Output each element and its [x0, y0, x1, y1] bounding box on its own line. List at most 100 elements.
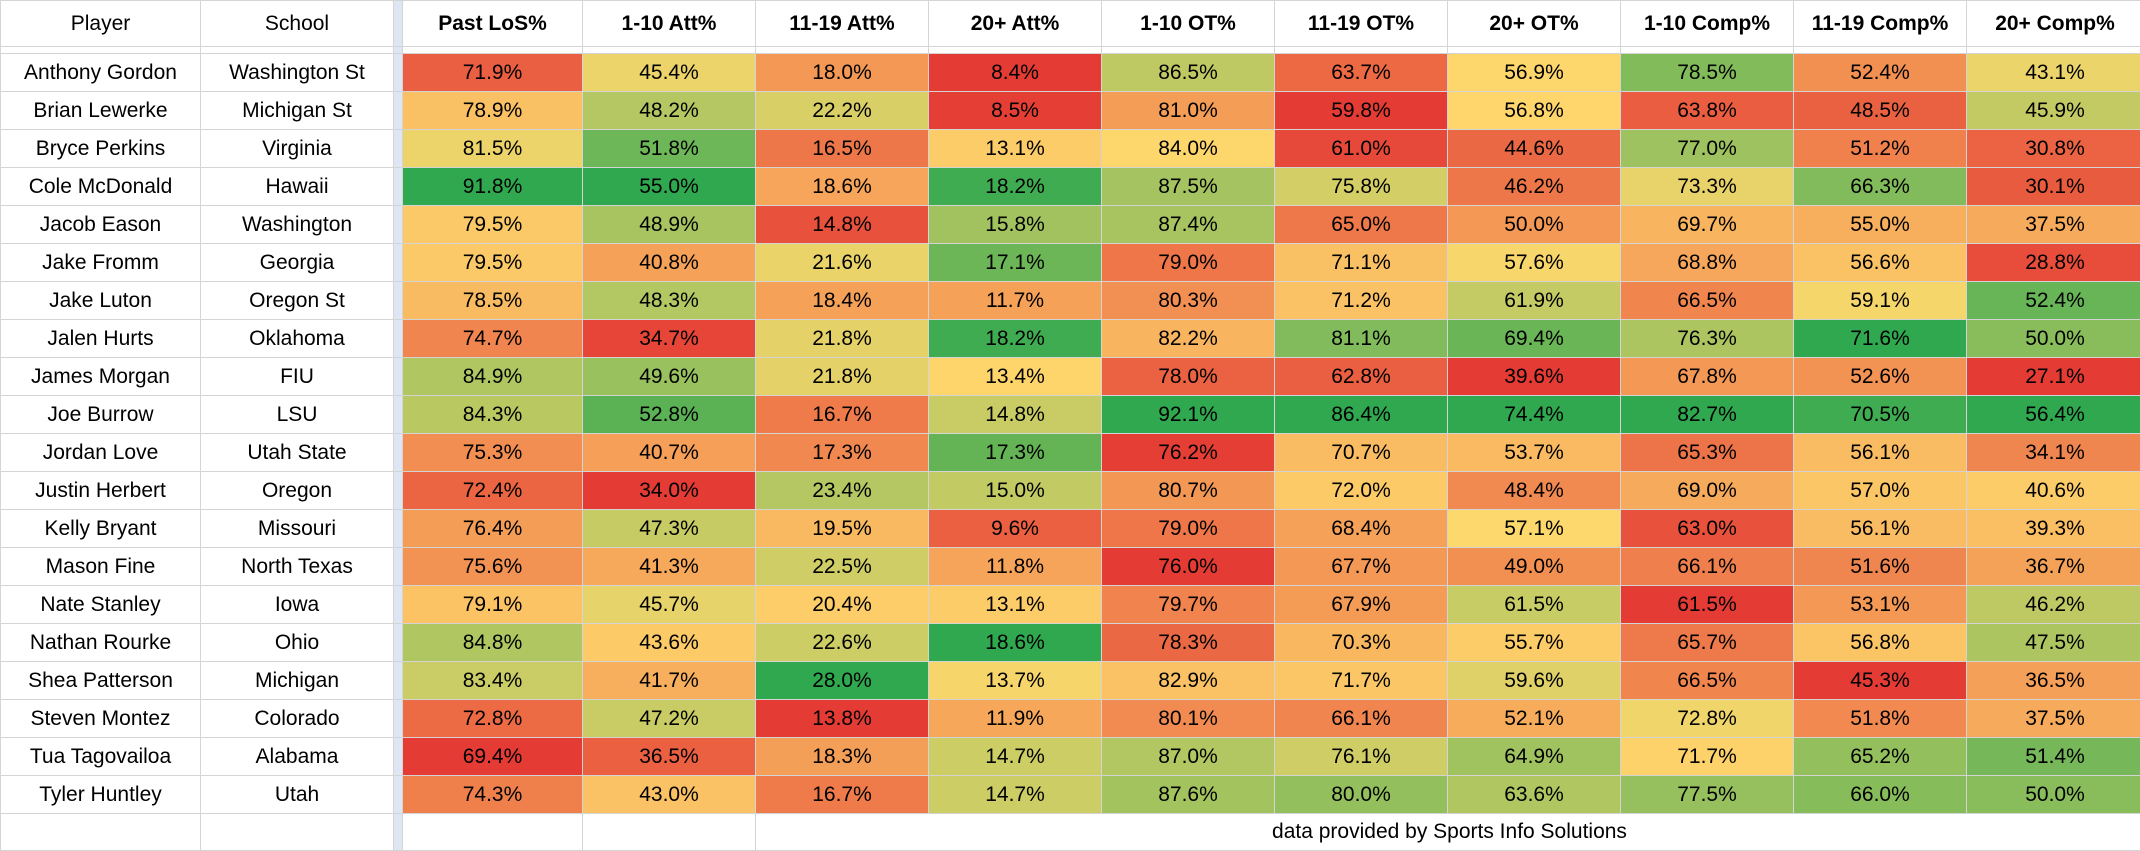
metric-cell[interactable]: 47.3%	[583, 510, 756, 548]
metric-cell[interactable]: 59.8%	[1275, 92, 1448, 130]
metric-cell[interactable]: 63.6%	[1448, 776, 1621, 814]
metric-cell[interactable]: 82.9%	[1102, 662, 1275, 700]
metric-cell[interactable]: 74.7%	[403, 320, 583, 358]
school-cell[interactable]: FIU	[201, 358, 394, 396]
metric-cell[interactable]: 72.0%	[1275, 472, 1448, 510]
metric-cell[interactable]: 14.7%	[929, 776, 1102, 814]
metric-cell[interactable]: 79.1%	[403, 586, 583, 624]
metric-cell[interactable]: 86.5%	[1102, 54, 1275, 92]
player-cell[interactable]: Jake Luton	[1, 282, 201, 320]
metric-cell[interactable]: 77.0%	[1621, 130, 1794, 168]
metric-cell[interactable]: 11.9%	[929, 700, 1102, 738]
metric-cell[interactable]: 92.1%	[1102, 396, 1275, 434]
metric-cell[interactable]: 80.0%	[1275, 776, 1448, 814]
metric-cell[interactable]: 87.5%	[1102, 168, 1275, 206]
metric-cell[interactable]: 82.7%	[1621, 396, 1794, 434]
metric-cell[interactable]: 63.0%	[1621, 510, 1794, 548]
metric-cell[interactable]: 55.7%	[1448, 624, 1621, 662]
metric-cell[interactable]: 17.3%	[756, 434, 929, 472]
metric-cell[interactable]: 66.1%	[1621, 548, 1794, 586]
metric-cell[interactable]: 19.5%	[756, 510, 929, 548]
metric-cell[interactable]: 43.6%	[583, 624, 756, 662]
metric-cell[interactable]: 84.9%	[403, 358, 583, 396]
metric-cell[interactable]: 37.5%	[1967, 206, 2140, 244]
school-cell[interactable]: Michigan St	[201, 92, 394, 130]
metric-cell[interactable]: 84.0%	[1102, 130, 1275, 168]
metric-cell[interactable]: 78.5%	[403, 282, 583, 320]
metric-cell[interactable]: 66.0%	[1794, 776, 1967, 814]
metric-cell[interactable]: 75.6%	[403, 548, 583, 586]
metric-cell[interactable]: 71.7%	[1621, 738, 1794, 776]
metric-cell[interactable]: 87.6%	[1102, 776, 1275, 814]
metric-cell[interactable]: 78.0%	[1102, 358, 1275, 396]
metric-cell[interactable]: 45.9%	[1967, 92, 2140, 130]
metric-cell[interactable]: 48.3%	[583, 282, 756, 320]
metric-cell[interactable]: 81.0%	[1102, 92, 1275, 130]
metric-cell[interactable]: 47.2%	[583, 700, 756, 738]
metric-cell[interactable]: 79.5%	[403, 206, 583, 244]
metric-cell[interactable]: 13.7%	[929, 662, 1102, 700]
metric-cell[interactable]: 81.5%	[403, 130, 583, 168]
metric-cell[interactable]: 48.2%	[583, 92, 756, 130]
metric-cell[interactable]: 37.5%	[1967, 700, 2140, 738]
school-cell[interactable]: Utah State	[201, 434, 394, 472]
metric-cell[interactable]: 71.7%	[1275, 662, 1448, 700]
metric-cell[interactable]: 51.8%	[583, 130, 756, 168]
metric-cell[interactable]: 70.5%	[1794, 396, 1967, 434]
metric-cell[interactable]: 84.3%	[403, 396, 583, 434]
metric-cell[interactable]: 39.6%	[1448, 358, 1621, 396]
header-11-19-comp[interactable]: 11-19 Comp%	[1794, 1, 1967, 47]
metric-cell[interactable]: 53.7%	[1448, 434, 1621, 472]
metric-cell[interactable]: 63.7%	[1275, 54, 1448, 92]
metric-cell[interactable]: 48.5%	[1794, 92, 1967, 130]
header-player[interactable]: Player	[1, 1, 201, 47]
metric-cell[interactable]: 57.0%	[1794, 472, 1967, 510]
metric-cell[interactable]: 28.0%	[756, 662, 929, 700]
metric-cell[interactable]: 52.4%	[1967, 282, 2140, 320]
school-cell[interactable]: Missouri	[201, 510, 394, 548]
metric-cell[interactable]: 28.8%	[1967, 244, 2140, 282]
metric-cell[interactable]: 15.0%	[929, 472, 1102, 510]
metric-cell[interactable]: 51.8%	[1794, 700, 1967, 738]
metric-cell[interactable]: 23.4%	[756, 472, 929, 510]
player-cell[interactable]: Mason Fine	[1, 548, 201, 586]
player-cell[interactable]: James Morgan	[1, 358, 201, 396]
metric-cell[interactable]: 13.8%	[756, 700, 929, 738]
metric-cell[interactable]: 11.7%	[929, 282, 1102, 320]
metric-cell[interactable]: 56.1%	[1794, 434, 1967, 472]
metric-cell[interactable]: 49.0%	[1448, 548, 1621, 586]
metric-cell[interactable]: 66.1%	[1275, 700, 1448, 738]
metric-cell[interactable]: 66.3%	[1794, 168, 1967, 206]
metric-cell[interactable]: 83.4%	[403, 662, 583, 700]
metric-cell[interactable]: 52.4%	[1794, 54, 1967, 92]
metric-cell[interactable]: 68.8%	[1621, 244, 1794, 282]
metric-cell[interactable]: 57.6%	[1448, 244, 1621, 282]
metric-cell[interactable]: 47.5%	[1967, 624, 2140, 662]
metric-cell[interactable]: 87.4%	[1102, 206, 1275, 244]
metric-cell[interactable]: 39.3%	[1967, 510, 2140, 548]
metric-cell[interactable]: 8.4%	[929, 54, 1102, 92]
metric-cell[interactable]: 40.8%	[583, 244, 756, 282]
school-cell[interactable]: Colorado	[201, 700, 394, 738]
metric-cell[interactable]: 56.4%	[1967, 396, 2140, 434]
metric-cell[interactable]: 51.2%	[1794, 130, 1967, 168]
metric-cell[interactable]: 72.4%	[403, 472, 583, 510]
metric-cell[interactable]: 50.0%	[1967, 776, 2140, 814]
metric-cell[interactable]: 45.4%	[583, 54, 756, 92]
metric-cell[interactable]: 79.0%	[1102, 244, 1275, 282]
metric-cell[interactable]: 75.3%	[403, 434, 583, 472]
metric-cell[interactable]: 46.2%	[1448, 168, 1621, 206]
player-cell[interactable]: Cole McDonald	[1, 168, 201, 206]
player-cell[interactable]: Tyler Huntley	[1, 776, 201, 814]
metric-cell[interactable]: 18.0%	[756, 54, 929, 92]
metric-cell[interactable]: 16.7%	[756, 776, 929, 814]
player-cell[interactable]: Jalen Hurts	[1, 320, 201, 358]
player-cell[interactable]: Tua Tagovailoa	[1, 738, 201, 776]
school-cell[interactable]: Washington St	[201, 54, 394, 92]
metric-cell[interactable]: 30.1%	[1967, 168, 2140, 206]
metric-cell[interactable]: 51.6%	[1794, 548, 1967, 586]
player-cell[interactable]: Jacob Eason	[1, 206, 201, 244]
metric-cell[interactable]: 74.3%	[403, 776, 583, 814]
metric-cell[interactable]: 68.4%	[1275, 510, 1448, 548]
school-cell[interactable]: Oregon	[201, 472, 394, 510]
